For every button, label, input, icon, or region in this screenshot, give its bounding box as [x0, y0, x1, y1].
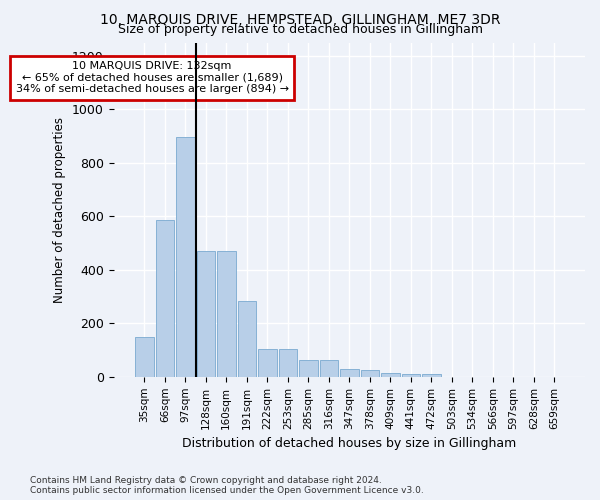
Bar [238, 300, 256, 377]
Bar [422, 374, 440, 377]
Text: Contains HM Land Registry data © Crown copyright and database right 2024.
Contai: Contains HM Land Registry data © Crown c… [30, 476, 424, 495]
Y-axis label: Number of detached properties: Number of detached properties [53, 116, 67, 302]
Bar [135, 336, 154, 377]
Bar [176, 138, 194, 377]
Bar [381, 373, 400, 377]
Text: 10 MARQUIS DRIVE: 132sqm
← 65% of detached houses are smaller (1,689)
34% of sem: 10 MARQUIS DRIVE: 132sqm ← 65% of detach… [16, 61, 289, 94]
Bar [258, 348, 277, 377]
Bar [299, 360, 317, 377]
Bar [401, 374, 420, 377]
Bar [278, 348, 297, 377]
Bar [340, 369, 359, 377]
Text: 10, MARQUIS DRIVE, HEMPSTEAD, GILLINGHAM, ME7 3DR: 10, MARQUIS DRIVE, HEMPSTEAD, GILLINGHAM… [100, 12, 500, 26]
X-axis label: Distribution of detached houses by size in Gillingham: Distribution of detached houses by size … [182, 437, 517, 450]
Bar [217, 251, 236, 377]
Text: Size of property relative to detached houses in Gillingham: Size of property relative to detached ho… [118, 22, 482, 36]
Bar [155, 220, 174, 377]
Bar [320, 360, 338, 377]
Bar [361, 370, 379, 377]
Bar [197, 251, 215, 377]
